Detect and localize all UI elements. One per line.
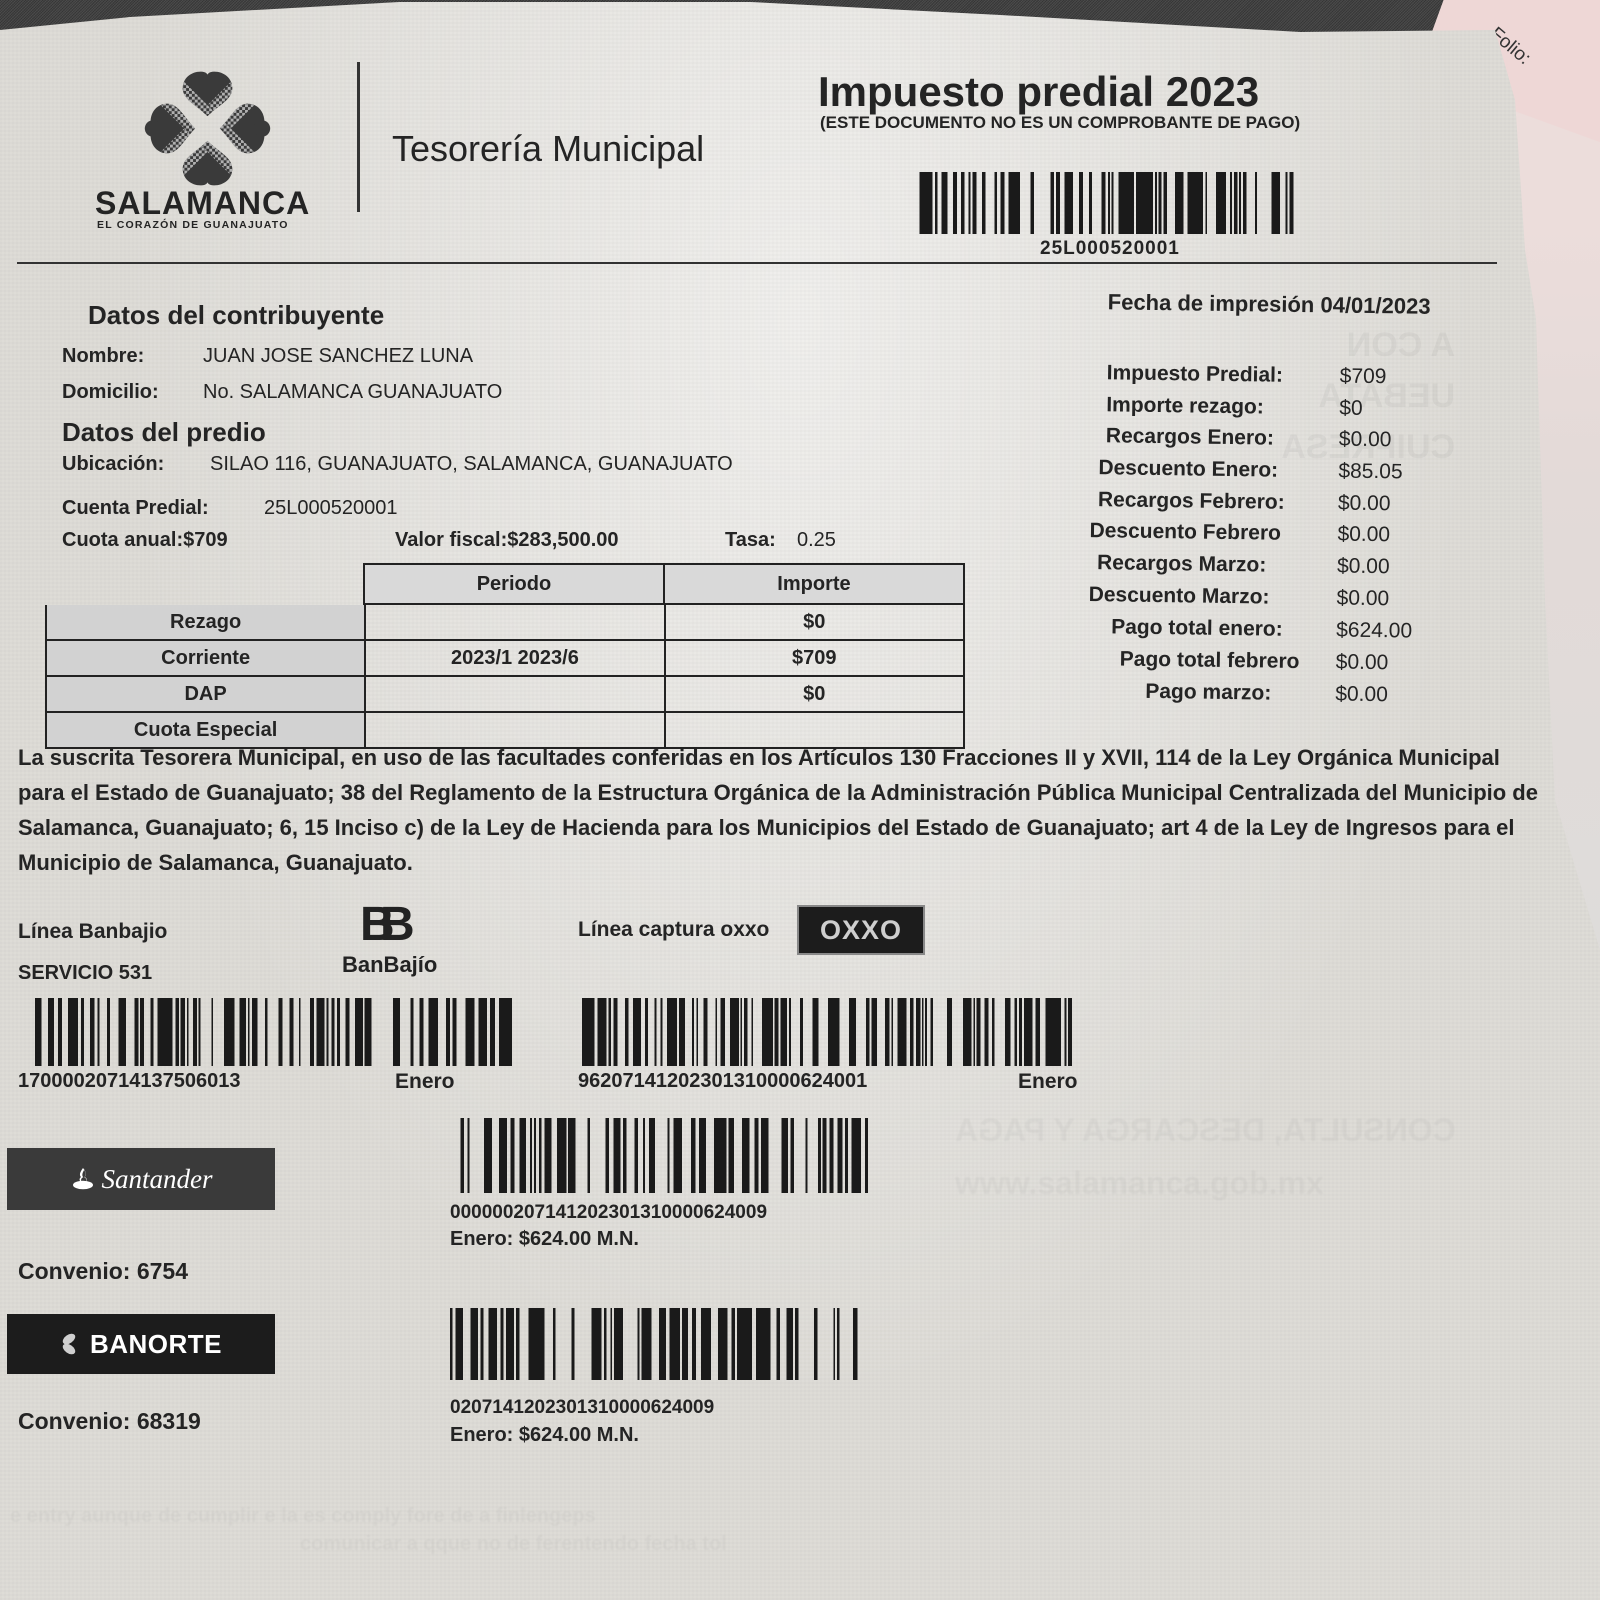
svg-text:OXXO: OXXO [820, 915, 902, 945]
svg-text:B: B [380, 900, 415, 951]
svg-text:BanBajío: BanBajío [342, 952, 437, 977]
